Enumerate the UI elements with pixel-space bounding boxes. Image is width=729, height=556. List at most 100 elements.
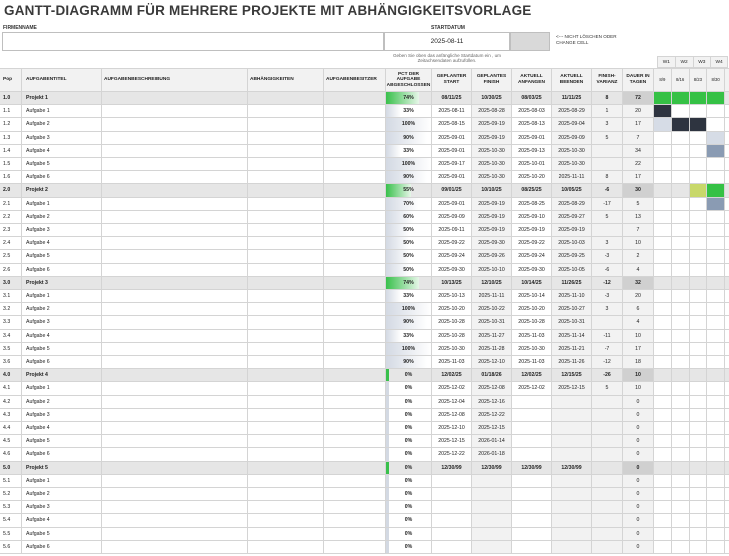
actual-start-cell[interactable] [512,408,552,421]
percent-complete-cell[interactable]: 100% [386,118,432,131]
task-title-cell[interactable]: Aufgabe 1 [22,474,102,487]
finish-variance-cell[interactable] [592,435,623,448]
percent-complete-cell[interactable]: 100% [386,303,432,316]
owner-cell[interactable] [324,316,386,329]
duration-cell[interactable]: 0 [623,514,654,527]
duration-cell[interactable]: 0 [623,395,654,408]
dependencies-cell[interactable] [248,356,324,369]
duration-cell[interactable]: 6 [623,303,654,316]
actual-finish-cell[interactable]: 2025-09-27 [552,210,592,223]
duration-cell[interactable]: 2 [623,250,654,263]
task-title-cell[interactable]: Aufgabe 5 [22,435,102,448]
actual-start-cell[interactable] [512,422,552,435]
actual-finish-cell[interactable] [552,514,592,527]
task-title-cell[interactable]: Aufgabe 4 [22,514,102,527]
task-row[interactable]: 2.4 Aufgabe 4 50% 2025-09-22 2025-09-30 2025-… [0,237,729,251]
owner-cell[interactable] [324,501,386,514]
percent-complete-cell[interactable]: 90% [386,171,432,184]
actual-finish-cell[interactable]: 2025-10-31 [552,316,592,329]
planned-start-cell[interactable]: 2025-12-04 [432,395,472,408]
owner-cell[interactable] [324,435,386,448]
dependencies-cell[interactable] [248,488,324,501]
planned-finish-cell[interactable] [472,488,512,501]
task-title-cell[interactable]: Projekt 3 [22,276,102,289]
dependencies-cell[interactable] [248,540,324,553]
task-title-cell[interactable]: Aufgabe 3 [22,131,102,144]
actual-finish-cell[interactable]: 2025-11-11 [552,171,592,184]
dependencies-cell[interactable] [248,382,324,395]
duration-cell[interactable]: 7 [623,224,654,237]
task-row[interactable]: 4.3 Aufgabe 3 0% 2025-12-08 2025-12-22 0 [0,408,729,422]
row-number[interactable]: 3.0 [0,276,22,289]
planned-start-cell[interactable]: 2025-10-28 [432,329,472,342]
task-title-cell[interactable]: Aufgabe 3 [22,408,102,421]
row-number[interactable]: 4.2 [0,395,22,408]
actual-start-cell[interactable] [512,527,552,540]
task-row[interactable]: 5.1 Aufgabe 1 0% 0 [0,474,729,488]
task-row[interactable]: 1.1 Aufgabe 1 33% 2025-08-11 2025-08-28 2025-… [0,105,729,119]
row-number[interactable]: 1.6 [0,171,22,184]
planned-finish-cell[interactable]: 01/18/26 [472,369,512,382]
planned-finish-cell[interactable]: 2025-12-22 [472,408,512,421]
actual-start-cell[interactable] [512,448,552,461]
actual-start-cell[interactable]: 2025-10-30 [512,342,552,355]
percent-complete-cell[interactable]: 33% [386,329,432,342]
planned-start-cell[interactable] [432,474,472,487]
dependencies-cell[interactable] [248,303,324,316]
actual-finish-cell[interactable]: 11/26/25 [552,276,592,289]
dependencies-cell[interactable] [248,158,324,171]
task-title-cell[interactable]: Aufgabe 1 [22,290,102,303]
task-row[interactable]: 5.2 Aufgabe 2 0% 0 [0,488,729,502]
dependencies-cell[interactable] [248,250,324,263]
row-number[interactable]: 2.3 [0,224,22,237]
task-title-cell[interactable]: Aufgabe 4 [22,329,102,342]
task-title-cell[interactable]: Aufgabe 2 [22,488,102,501]
actual-start-cell[interactable]: 2025-12-02 [512,382,552,395]
duration-cell[interactable]: 13 [623,210,654,223]
row-number[interactable]: 4.0 [0,369,22,382]
dependencies-cell[interactable] [248,237,324,250]
task-description-cell[interactable] [102,237,248,250]
finish-variance-cell[interactable]: -12 [592,356,623,369]
planned-start-cell[interactable]: 2025-12-08 [432,408,472,421]
finish-variance-cell[interactable] [592,488,623,501]
dependencies-cell[interactable] [248,131,324,144]
task-title-cell[interactable]: Aufgabe 5 [22,527,102,540]
percent-complete-cell[interactable]: 0% [386,408,432,421]
actual-finish-cell[interactable] [552,527,592,540]
finish-variance-cell[interactable] [592,501,623,514]
task-description-cell[interactable] [102,395,248,408]
row-number[interactable]: 2.5 [0,250,22,263]
task-row[interactable]: 1.2 Aufgabe 2 100% 2025-08-15 2025-09-19 2025… [0,118,729,132]
planned-start-cell[interactable]: 2025-09-01 [432,171,472,184]
owner-cell[interactable] [324,171,386,184]
planned-start-cell[interactable]: 2025-12-22 [432,448,472,461]
planned-start-cell[interactable]: 2025-10-28 [432,316,472,329]
percent-complete-cell[interactable]: 74% [386,92,432,105]
finish-variance-cell[interactable]: 3 [592,303,623,316]
owner-cell[interactable] [324,105,386,118]
percent-complete-cell[interactable]: 0% [386,540,432,553]
owner-cell[interactable] [324,461,386,474]
row-number[interactable]: 1.4 [0,144,22,157]
task-title-cell[interactable]: Projekt 4 [22,369,102,382]
finish-variance-cell[interactable] [592,540,623,553]
actual-finish-cell[interactable] [552,395,592,408]
planned-finish-cell[interactable]: 10/10/25 [472,184,512,197]
task-description-cell[interactable] [102,527,248,540]
duration-cell[interactable]: 5 [623,197,654,210]
actual-finish-cell[interactable] [552,488,592,501]
task-title-cell[interactable]: Aufgabe 5 [22,158,102,171]
duration-cell[interactable]: 32 [623,276,654,289]
task-description-cell[interactable] [102,171,248,184]
finish-variance-cell[interactable]: -3 [592,290,623,303]
planned-finish-cell[interactable]: 2025-11-11 [472,290,512,303]
finish-variance-cell[interactable]: -6 [592,184,623,197]
task-title-cell[interactable]: Aufgabe 4 [22,422,102,435]
task-description-cell[interactable] [102,144,248,157]
task-title-cell[interactable]: Aufgabe 4 [22,237,102,250]
duration-cell[interactable]: 18 [623,356,654,369]
row-number[interactable]: 5.6 [0,540,22,553]
task-row[interactable]: 2.6 Aufgabe 6 50% 2025-09-30 2025-10-10 2025-… [0,263,729,277]
task-description-cell[interactable] [102,290,248,303]
